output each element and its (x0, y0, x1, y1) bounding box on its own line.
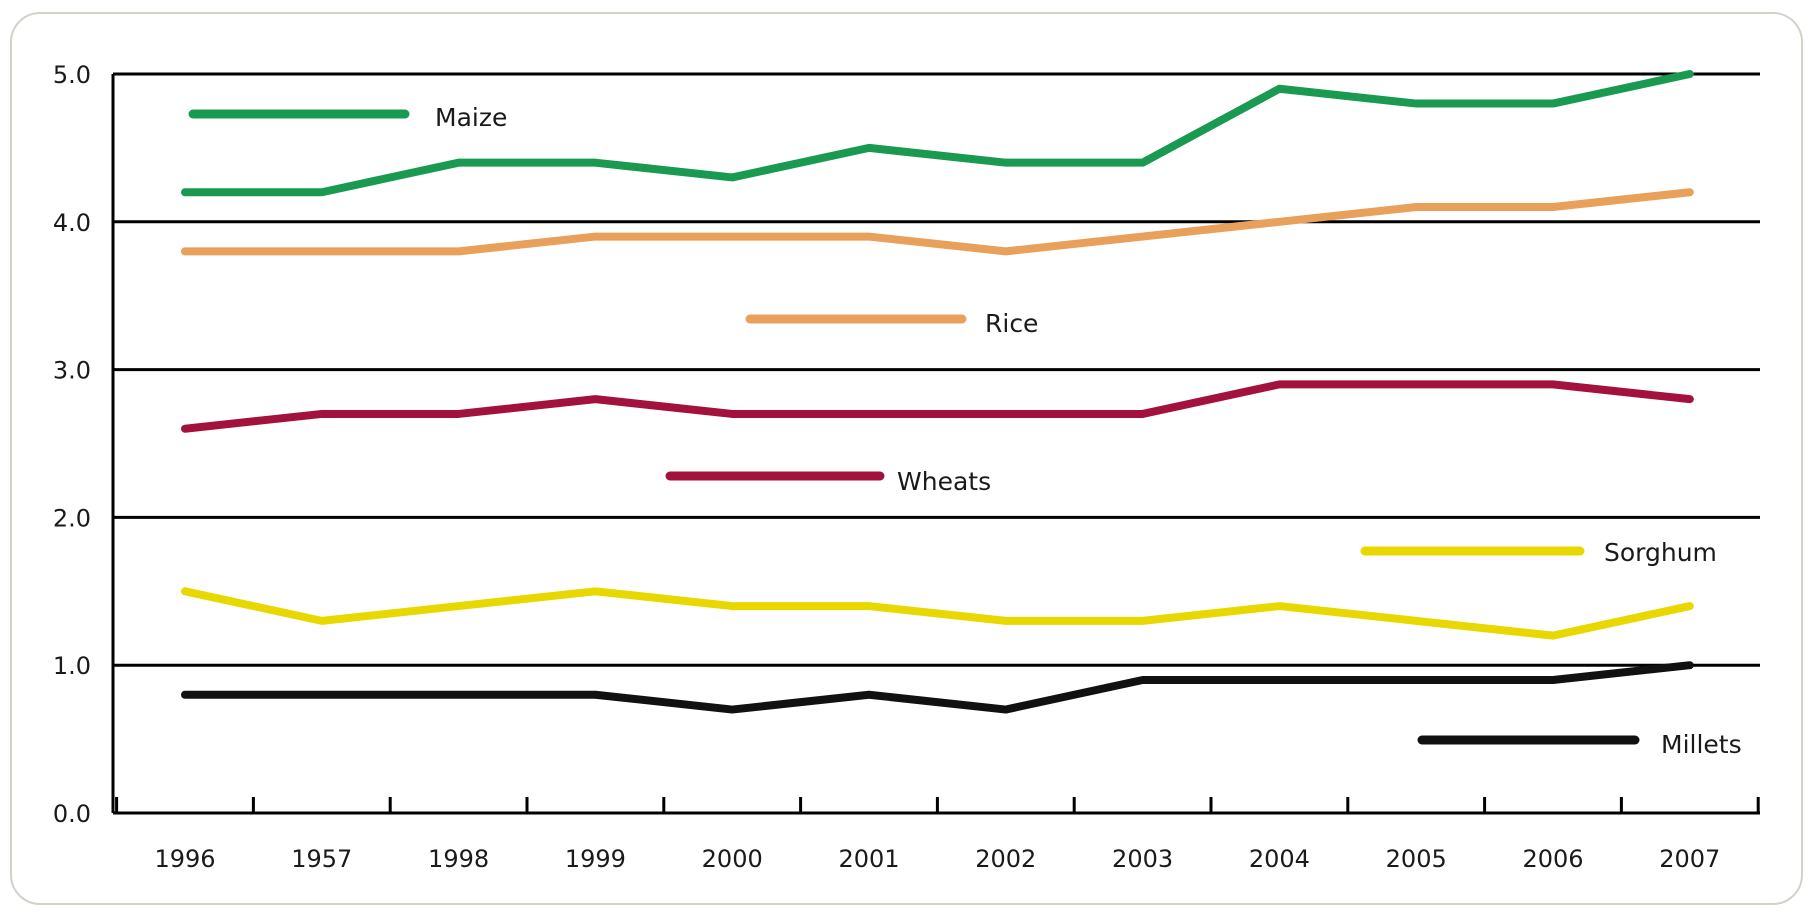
x-tick-label: 2007 (1659, 845, 1720, 873)
x-tick-label: 1957 (291, 845, 352, 873)
y-tick-label: 3.0 (53, 357, 91, 385)
y-tick-label: 5.0 (53, 61, 91, 89)
y-tick-label: 2.0 (53, 504, 91, 532)
x-tick-label: 2004 (1249, 845, 1310, 873)
x-tick-label: 1996 (154, 845, 215, 873)
y-tick-label: 4.0 (53, 209, 91, 237)
series-line-rice (181, 188, 1694, 256)
x-tick-label: 2005 (1386, 845, 1447, 873)
legend-label-sorghum: Sorghum (1604, 538, 1717, 567)
series-lines (181, 70, 1694, 714)
grid-lines (113, 72, 1760, 667)
series-line-maize (181, 70, 1694, 197)
x-tick-label: 2003 (1112, 845, 1173, 873)
x-tick-label: 2000 (702, 845, 763, 873)
chart-frame (10, 12, 1803, 905)
series-line-millets (181, 661, 1694, 714)
x-tick-label: 2001 (838, 845, 899, 873)
x-tick-label: 1998 (428, 845, 489, 873)
legend-label-wheats: Wheats (897, 467, 991, 496)
x-tick-label: 2002 (975, 845, 1036, 873)
y-tick-label: 0.0 (53, 800, 91, 828)
x-tick-label: 1999 (565, 845, 626, 873)
series-line-wheats (181, 380, 1694, 433)
y-tick-label: 1.0 (53, 652, 91, 680)
legend: Maize Rice Wheats Sorghum Millets (188, 103, 1742, 759)
series-line-sorghum (181, 587, 1694, 640)
x-tick-label: 2006 (1522, 845, 1583, 873)
legend-label-millets: Millets (1661, 730, 1742, 759)
y-tick-labels: 0.0 1.0 2.0 3.0 4.0 5.0 (53, 61, 91, 828)
axes (111, 74, 1760, 815)
legend-label-rice: Rice (985, 309, 1038, 338)
legend-label-maize: Maize (435, 103, 507, 132)
x-tick-labels: 1996 1957 1998 1999 2000 2001 2002 2003 2004 2005… (154, 845, 1720, 873)
